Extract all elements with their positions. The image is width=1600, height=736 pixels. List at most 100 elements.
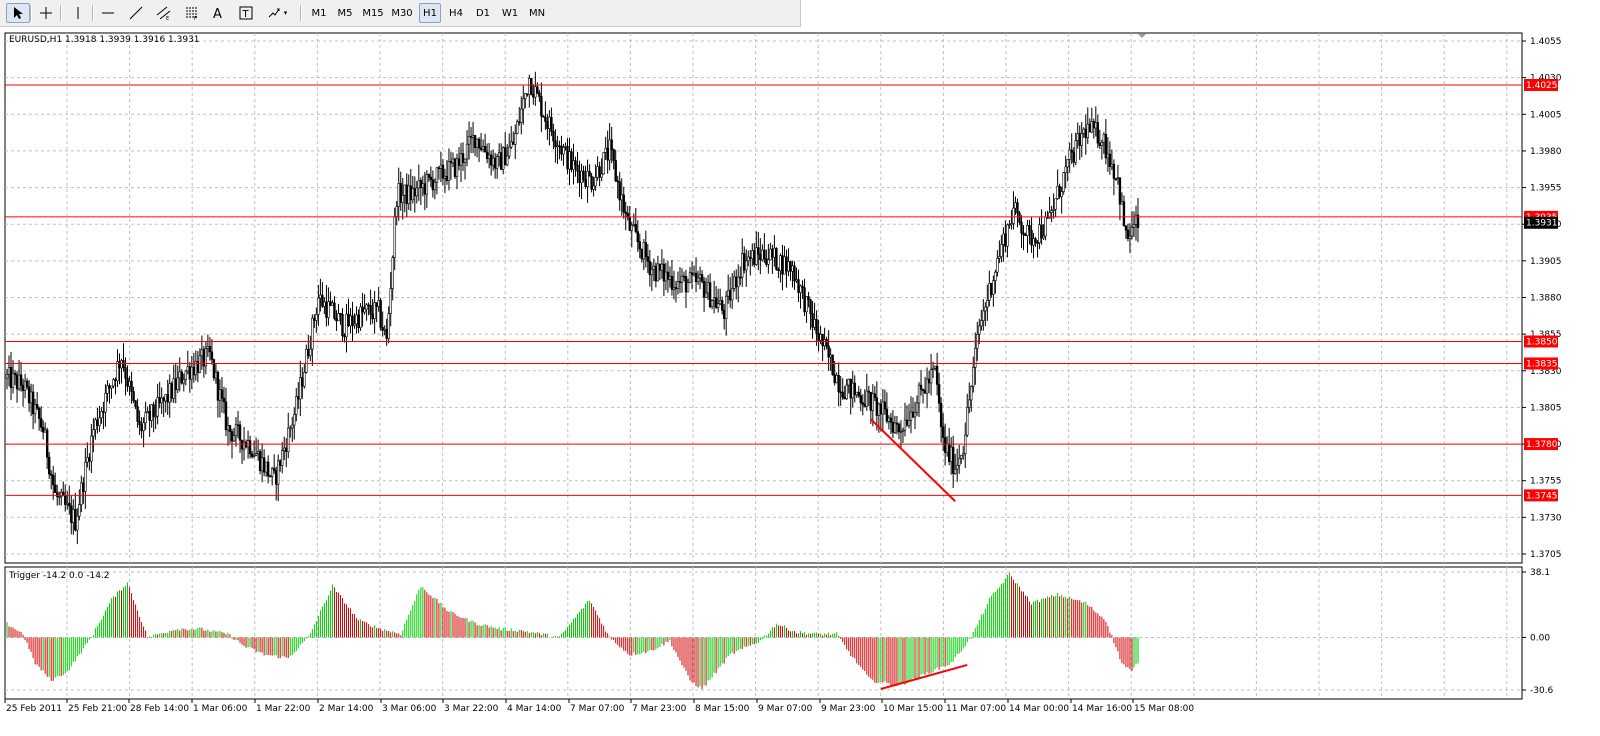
x-tick-label: 3 Mar 22:00 [444, 704, 499, 714]
candle-body [435, 167, 439, 183]
candle-body [939, 402, 943, 428]
candle [317, 285, 320, 327]
candle-body [1050, 210, 1053, 213]
timeframe-button-w1[interactable]: W1 [501, 7, 519, 19]
candle-body [632, 224, 635, 226]
timeframe-button-m30[interactable]: M30 [391, 7, 413, 19]
candle-body [891, 421, 895, 433]
timeframe-button-h1[interactable]: H1 [419, 3, 441, 23]
svg-text:T: T [242, 9, 250, 20]
timeframe-button-d1[interactable]: D1 [475, 7, 491, 19]
arrows-tool-button[interactable]: ▾ [262, 3, 292, 23]
candle-body [590, 175, 593, 190]
vertical-line-tool-button[interactable] [66, 3, 90, 23]
candle-body [33, 404, 37, 415]
candle-body [674, 287, 678, 289]
candle-body [116, 361, 119, 382]
timeframe-button-h4[interactable]: H4 [449, 7, 463, 19]
candle [670, 259, 674, 296]
candle-body [960, 454, 963, 459]
candle-body [21, 384, 25, 391]
candle-body [893, 422, 897, 433]
x-tick-label: 1 Mar 22:00 [256, 704, 311, 714]
candle-body [757, 247, 760, 255]
candle-body [317, 297, 320, 315]
candle-body [526, 93, 529, 96]
candle-body [31, 391, 35, 415]
candle-body [658, 263, 662, 271]
text-tool-button[interactable]: A [206, 3, 230, 23]
timeframe-button-m15[interactable]: M15 [362, 7, 384, 19]
candle [540, 82, 543, 133]
candle-body [759, 253, 762, 261]
candle [644, 230, 648, 268]
y-tick-label: 1.3855 [1530, 330, 1562, 340]
candle-body [731, 288, 734, 301]
candle [885, 392, 889, 424]
level-price-label: 1.3780 [1526, 440, 1558, 450]
toolbar-separator [30, 5, 32, 21]
candle-body [720, 300, 724, 311]
cursor-tool-button[interactable] [6, 3, 30, 23]
candle [710, 299, 714, 310]
candle-body [248, 440, 252, 455]
candle [272, 454, 276, 474]
candle-body [160, 397, 163, 404]
level-price-label: 1.3850 [1526, 337, 1558, 347]
candle-body [1082, 128, 1085, 134]
candle-body [94, 419, 97, 430]
x-tick-label: 4 Mar 14:00 [507, 704, 562, 714]
candle [929, 353, 933, 396]
candle-body [226, 425, 230, 431]
arrows-icon [268, 8, 280, 18]
candle-body [84, 461, 87, 492]
candle [994, 269, 997, 294]
candle-body [200, 349, 204, 357]
candle-body [698, 274, 702, 279]
chart-svg[interactable]: 1.40551.40301.40051.39801.39551.39301.39… [0, 27, 1600, 732]
candle [714, 286, 718, 309]
candle-body [365, 304, 368, 310]
svg-text:E: E [166, 16, 169, 21]
timeframe-button-m1[interactable]: M1 [311, 7, 327, 19]
candle-body [755, 247, 758, 265]
fibonacci-tool-button[interactable]: F [180, 3, 204, 23]
candle [465, 130, 469, 167]
timeframe-button-m5[interactable]: M5 [337, 7, 353, 19]
timeframe-button-mn[interactable]: MN [528, 7, 546, 19]
candle [134, 400, 137, 410]
trendline-tool-button[interactable] [124, 3, 148, 23]
candle [54, 472, 57, 494]
candle-body [978, 325, 981, 335]
toolbar-separator [60, 5, 62, 21]
candle-body [584, 179, 587, 187]
candle-body [23, 380, 27, 391]
y-tick-label: 1.4055 [1530, 37, 1562, 47]
horizontal-line-tool-button[interactable] [96, 3, 120, 23]
y-tick-label: 1.4030 [1530, 74, 1562, 84]
candle-body [1112, 163, 1116, 179]
candle-body [1076, 133, 1079, 141]
candle-body [166, 394, 169, 403]
candle-body [821, 334, 824, 347]
candle [861, 394, 864, 416]
candle-body [234, 424, 238, 436]
text-label-tool-button[interactable]: T [234, 3, 258, 23]
crosshair-tool-button[interactable] [34, 3, 58, 23]
candle-body [82, 482, 85, 492]
chart-shift-marker-icon[interactable] [1138, 34, 1146, 38]
price-trendline[interactable] [870, 418, 956, 502]
candle-body [903, 419, 907, 431]
candle [1126, 223, 1130, 242]
candle-body [136, 406, 139, 422]
indicator-trendline[interactable] [880, 663, 968, 690]
equidistant-channel-tool-button[interactable]: E [152, 3, 176, 23]
candle-body [491, 157, 495, 166]
candle [1006, 223, 1009, 258]
candle [1080, 121, 1083, 158]
candle-body [403, 184, 406, 196]
candle-body [315, 314, 318, 321]
candle-body [114, 379, 117, 382]
candle-body [7, 367, 11, 375]
candle-body [268, 475, 272, 478]
